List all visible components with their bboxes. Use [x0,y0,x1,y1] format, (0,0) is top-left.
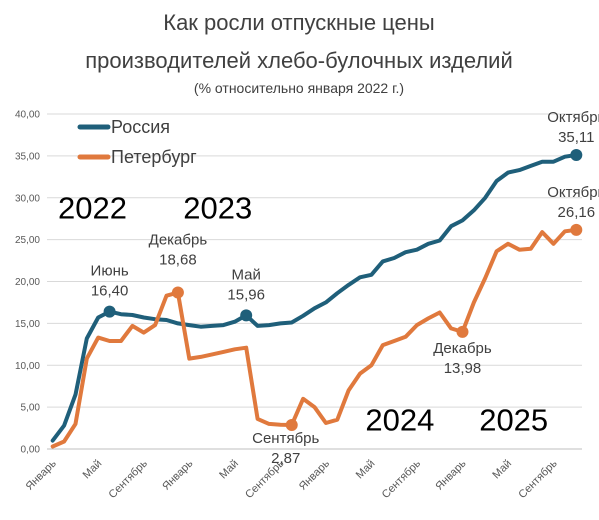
point-annotations: Июнь 16,40 Декабрь 18,68 Май 15,96 Сентябрь 2,8… [91,109,599,467]
chart-title-line-1: Как росли отпускные цены [163,10,434,35]
data-marker-petersburg [171,286,184,299]
y-tick-label: 25,00 [15,235,40,246]
annotation-text: Май [232,266,261,283]
y-tick-label: 20,00 [15,277,40,288]
legend-label-petersburg: Петербург [111,147,197,167]
data-marker-russia [570,148,583,161]
series-line-petersburg [50,227,579,449]
x-tick-label: Май [354,458,378,482]
data-marker-petersburg [570,223,583,236]
y-tick-label: 15,00 [15,319,40,330]
y-tick-label: 40,00 [15,110,40,121]
annotation-text: Декабрь [149,232,208,249]
data-marker-russia [240,309,253,322]
year-label: 2023 [183,191,252,226]
year-label: 2024 [365,403,434,438]
x-tick-label: Сентябрь [107,457,151,501]
chart-title-line-2: производителей хлебо-булочных изделий [85,48,513,73]
annotation-text: Октябрь [547,184,599,201]
series-lines [50,153,579,449]
x-tick-label: Сентябрь [516,457,560,501]
y-tick-label: 35,00 [15,151,40,162]
y-axis-ticks: 0,00 5,00 10,00 15,00 20,00 25,00 30,00 35,00 40… [15,110,40,456]
data-marker-petersburg [456,325,469,338]
legend-label-russia: Россия [111,117,170,137]
y-tick-label: 5,00 [21,403,41,414]
y-tick-label: 0,00 [21,445,41,456]
annotation-text: 15,96 [227,286,265,303]
x-tick-label: Январь [160,457,195,492]
annotation-text: Декабрь [433,340,492,357]
annotation-text: Октябрь [547,109,599,126]
x-tick-label: Май [81,458,105,482]
data-marker-petersburg [285,418,298,431]
year-label: 2025 [479,403,548,438]
x-tick-label: Сентябрь [380,457,424,501]
y-tick-label: 10,00 [15,361,40,372]
series-line-russia [50,153,579,443]
grid [47,113,582,450]
annotation-text: 26,16 [558,204,596,221]
annotation-text: 35,11 [558,129,594,146]
annotation-text: 2,87 [271,450,300,467]
year-label: 2022 [58,191,127,226]
annotation-text: 18,68 [159,252,197,269]
x-tick-label: Январь [297,457,332,492]
annotation-text: 16,40 [91,283,129,300]
series-markers [103,148,583,431]
annotation-text: 13,98 [444,360,482,377]
annotation-text: Июнь [91,263,129,280]
year-labels: 2022 2023 2024 2025 [58,191,548,438]
x-tick-label: Январь [433,457,468,492]
x-tick-label: Январь [24,457,59,492]
legend: Россия Петербург [77,117,197,167]
annotation-text: Сентябрь [252,430,319,447]
data-marker-russia [103,305,116,318]
chart-subtitle: (% относительно января 2022 г.) [194,80,404,96]
x-tick-label: Май [490,458,514,482]
x-tick-label: Май [217,458,241,482]
y-tick-label: 30,00 [15,193,40,204]
